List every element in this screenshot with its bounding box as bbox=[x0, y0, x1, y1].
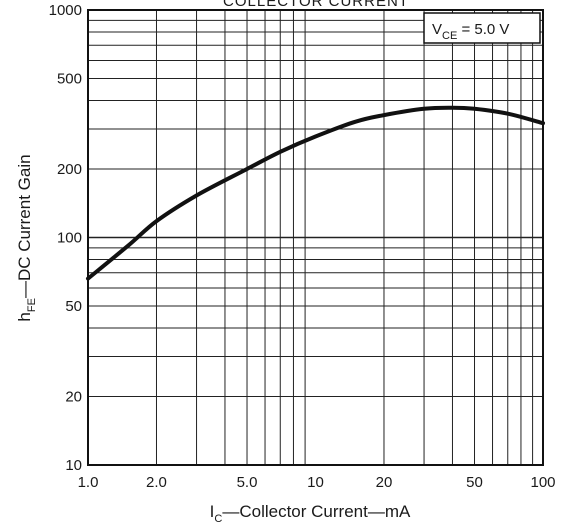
y-tick-label: 10 bbox=[65, 457, 82, 474]
series-layer bbox=[86, 105, 545, 281]
y-tick-label: 500 bbox=[57, 70, 82, 87]
y-tick-label: 20 bbox=[65, 389, 82, 406]
x-tick-label: 2.0 bbox=[146, 474, 167, 491]
x-tick-label: 1.0 bbox=[78, 474, 99, 491]
x-tick-label: 10 bbox=[307, 474, 324, 491]
x-tick-label: 20 bbox=[376, 474, 393, 491]
x-tick-label: 5.0 bbox=[237, 474, 258, 491]
plot-frame bbox=[87, 9, 544, 466]
tick-labels: 1.0 2.0 5.0 10 20 50 100 10 20 50 100 200 500 1000 bbox=[49, 2, 556, 491]
grid bbox=[88, 10, 543, 465]
annotation-box: VCE = 5.0 V bbox=[423, 12, 541, 44]
y-tick-label: 100 bbox=[57, 230, 82, 247]
annotation-text: VCE = 5.0 V bbox=[432, 21, 509, 42]
y-tick-label: 1000 bbox=[49, 2, 82, 19]
x-axis-label: IC—Collector Current—mA bbox=[210, 502, 411, 525]
y-tick-label: 200 bbox=[57, 161, 82, 178]
chart-title: COLLECTOR CURRENT bbox=[223, 0, 409, 10]
y-tick-label: 50 bbox=[65, 298, 82, 315]
hfe-curve bbox=[86, 105, 545, 281]
x-tick-label: 50 bbox=[466, 474, 483, 491]
x-tick-label: 100 bbox=[530, 474, 555, 491]
y-axis-label: hFE—DC Current Gain bbox=[15, 154, 38, 321]
